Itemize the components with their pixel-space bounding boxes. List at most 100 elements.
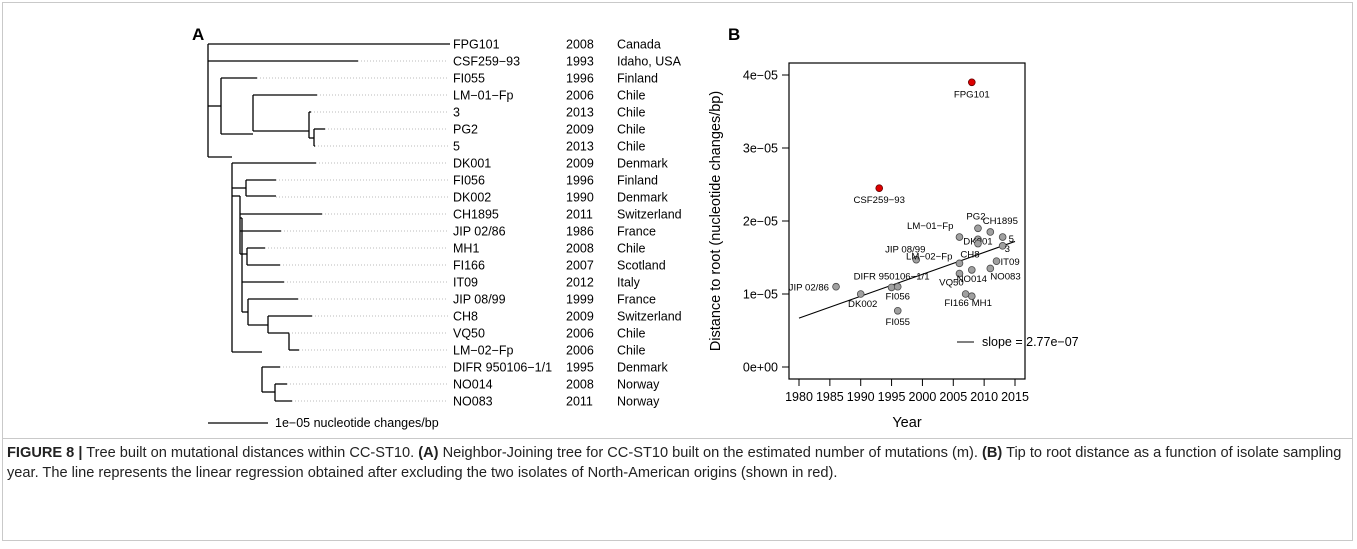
tree-leaf-country: Denmark (617, 361, 668, 375)
point-label: FI055 (885, 317, 910, 328)
data-point (967, 266, 976, 274)
tree-leaf-year: 1990 (566, 191, 594, 205)
tree-leaf-name: FI055 (453, 72, 485, 86)
tree-leaf-country: Scotland (617, 259, 666, 273)
data-point (912, 255, 921, 264)
y-tick-label: 2e−05 (743, 215, 778, 229)
scatter-chart: 1980 1985 1990 1995 2000 2005 2010 2015 0e+00 1e−… (708, 62, 1079, 431)
tree-leaf-name: FI056 (453, 174, 485, 188)
x-tick-label: 1990 (847, 390, 875, 404)
data-point (832, 282, 840, 291)
data-point (967, 78, 976, 87)
x-axis-title: Year (892, 415, 921, 431)
tree-leaf-country: Canada (617, 38, 661, 52)
tree-leaf-name: FI166 (453, 259, 485, 273)
data-point (955, 259, 964, 268)
data-point (974, 239, 982, 248)
tree-leaf-country: Italy (617, 276, 641, 290)
tree-leaf-year: 2008 (566, 242, 594, 256)
tree-leaf-year: 2011 (566, 208, 593, 222)
point-label: CH8 (960, 250, 979, 261)
tree-leaf-country: Chile (617, 140, 646, 154)
tree-branches (207, 43, 450, 402)
tree-leaf-country: Chile (617, 106, 646, 120)
tree-leaf-country: Finland (617, 72, 658, 86)
tree-leaf-country: Finland (617, 174, 658, 188)
point-label: IT09 (1000, 257, 1019, 268)
tree-leaf-name: VQ50 (453, 327, 485, 341)
tree-scale-label: 1e−05 nucleotide changes/bp (275, 416, 439, 430)
tree-leaf-year: 2006 (566, 344, 594, 358)
tree-leaf-year: 2013 (566, 140, 594, 154)
tree-leaf-year: 2006 (566, 327, 594, 341)
caption-b-tag: (B) (982, 445, 1003, 461)
point-label: DIFR 950106−1/1 (854, 271, 930, 282)
point-label: LM−01−Fp (907, 221, 953, 232)
caption-divider (2, 438, 1353, 439)
tree-leaf-year: 2012 (566, 276, 594, 290)
tree-leaf-year: 2007 (566, 259, 594, 273)
tree-leaf-year: 1996 (566, 174, 594, 188)
caption-text-3: Tip to root distance as a function of is… (7, 445, 1342, 481)
tree-leaf-name: MH1 (453, 242, 479, 256)
tree-leaf-name: 3 (453, 106, 460, 120)
tree-leaf-country: Chile (617, 123, 646, 137)
caption-figure-label: FIGURE 8 | (7, 445, 83, 461)
tree-leaf-name: IT09 (453, 276, 478, 290)
x-tick-label: 2010 (970, 390, 998, 404)
tree-leaf-name: 5 (453, 140, 460, 154)
figure-canvas: A (192, 25, 1079, 431)
tree-leaf-name: JIP 08/99 (453, 293, 506, 307)
tree-leaf-country: Denmark (617, 191, 668, 205)
tree-leaf-year: 2009 (566, 310, 594, 324)
point-label: FI056 (885, 292, 910, 303)
data-point (893, 282, 902, 291)
tree-leaf-name: PG2 (453, 123, 478, 137)
tree-leaf-name: LM−02−Fp (453, 344, 514, 358)
point-label: CH1895 (983, 216, 1018, 227)
panel-b-letter: B (728, 25, 740, 44)
data-point (967, 292, 976, 300)
x-tick-label: 2015 (1001, 390, 1029, 404)
tree-leaf-name: CH1895 (453, 208, 499, 222)
caption-text-1: Tree built on mutational distances withi… (82, 445, 419, 461)
tree-leaf-country: Norway (617, 378, 660, 392)
data-point (998, 233, 1007, 241)
point-label: JIP 02/86 (789, 283, 829, 294)
tree-leaf-name: JIP 02/86 (453, 225, 506, 239)
tree-leaf-country: Norway (617, 395, 660, 409)
tree-leaf-year: 2008 (566, 38, 594, 52)
figure-frame (2, 2, 1353, 541)
point-label: MH1 (972, 298, 992, 309)
legend-text: slope = 2.77e−07 (982, 335, 1079, 349)
tree-leaf-year: 1993 (566, 55, 594, 69)
y-tick-label: 3e−05 (743, 142, 778, 156)
tree-leaf-year: 2011 (566, 395, 593, 409)
data-point (955, 233, 964, 241)
tree-leaf-year: 2009 (566, 123, 594, 137)
data-point (856, 290, 865, 298)
tree-leaf-country: Chile (617, 327, 646, 341)
y-tick-label: 0e+00 (743, 361, 778, 375)
tree-leaf-year: 1995 (566, 361, 594, 375)
tree-leaf-name: FPG101 (453, 38, 500, 52)
y-tick-label: 1e−05 (743, 288, 778, 302)
point-label: PG2 (966, 211, 985, 222)
tree-leaf-name: NO083 (453, 395, 493, 409)
point-label: NO083 (990, 271, 1020, 282)
point-label: LM−02−Fp (906, 251, 952, 262)
panel-a-letter: A (192, 25, 204, 44)
x-tick-label: 2005 (939, 390, 967, 404)
regression-line (798, 240, 1016, 319)
x-tick-label: 1995 (878, 390, 906, 404)
data-point (887, 283, 896, 292)
tree-leaf-name: DIFR 950106−1/1 (453, 361, 552, 375)
tree-leaf-year: 1999 (566, 293, 594, 307)
tree-leaf-name: DK002 (453, 191, 491, 205)
tree-leaf-country: Switzerland (617, 208, 682, 222)
tree-leaf-name: CH8 (453, 310, 478, 324)
x-tick-label: 2000 (909, 390, 937, 404)
data-point (974, 224, 982, 233)
point-label: DK002 (848, 299, 877, 310)
tree-leaf-year: 2008 (566, 378, 594, 392)
